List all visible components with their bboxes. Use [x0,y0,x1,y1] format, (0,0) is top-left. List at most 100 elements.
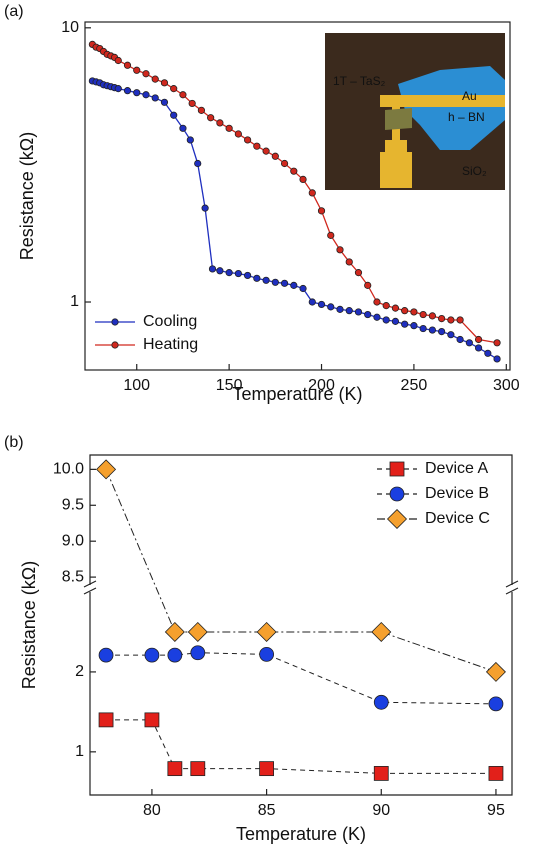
inset-label: Au [462,89,477,103]
legend-label: Device C [425,510,490,527]
marker [253,142,261,150]
marker [493,339,501,347]
marker [389,486,405,502]
marker [364,310,372,319]
y-tick-label: 1 [75,743,84,760]
marker [327,231,335,239]
marker [142,70,150,78]
marker [373,298,381,306]
series-line [105,469,497,673]
marker [170,85,178,93]
marker [317,300,326,309]
marker [256,621,277,642]
marker [111,318,119,326]
y-tick-label: 8.5 [62,568,84,585]
x-tick-label: 80 [143,802,161,819]
legend-entry: Device B [377,485,489,502]
marker [428,312,436,320]
marker [144,712,160,728]
x-tick-label: 300 [493,377,520,394]
marker [179,124,187,132]
marker [373,766,389,781]
marker [386,508,408,530]
marker [190,645,206,661]
legend-entry: Cooling [95,313,197,330]
inset-label: 1T – TaS₂ [333,74,386,88]
marker [345,258,353,266]
marker [151,94,159,102]
marker [308,189,316,197]
marker [474,335,483,344]
marker [187,621,208,642]
x-tick-label: 150 [216,377,243,394]
marker [317,207,326,215]
legend-label: Device B [425,485,489,502]
marker [391,304,400,312]
y-tick-label: 10 [61,19,79,36]
legend-entry: Device C [377,508,490,530]
marker [96,459,117,480]
marker [447,316,455,324]
marker [190,761,206,777]
marker [401,320,409,328]
marker [485,661,506,682]
marker [244,136,252,144]
marker [262,276,270,284]
marker [382,302,390,310]
legend-entry: Device A [377,460,488,477]
marker [308,298,316,306]
marker [111,341,119,349]
axis-break [83,580,97,595]
legend-label: Device A [425,460,488,477]
x-axis-title: Temperature (K) [236,824,366,844]
marker [234,130,242,138]
inset-photo [325,33,505,190]
marker [151,75,159,83]
marker [410,308,418,316]
marker [345,307,353,315]
series-line [106,652,496,705]
marker [167,761,183,777]
axis-frame [84,21,511,371]
marker [207,114,215,122]
marker [382,316,390,324]
marker [188,99,196,108]
marker [259,646,274,662]
marker [160,98,169,106]
marker [299,175,307,184]
marker [98,712,114,728]
marker [208,265,217,273]
marker [98,647,114,663]
y-tick-label: 9.5 [62,496,84,513]
marker [144,647,160,663]
inset-label: h – BN [448,110,485,124]
marker [371,621,392,642]
marker [327,303,335,311]
marker [170,111,178,119]
marker [290,281,298,289]
x-tick-label: 85 [258,802,276,819]
marker [336,246,344,254]
marker [488,696,504,712]
marker [216,267,224,275]
x-tick-label: 250 [401,377,428,394]
marker [438,327,446,336]
marker [456,335,464,344]
marker [419,310,427,319]
marker [354,269,363,277]
legend-label: Heating [143,336,198,353]
marker [259,761,274,777]
marker [484,349,492,357]
marker [299,284,307,293]
marker [114,56,122,65]
axis-break [505,580,519,595]
marker [373,694,389,710]
marker [216,119,224,127]
marker [133,66,141,74]
x-tick-label: 200 [308,377,335,394]
marker [465,339,473,347]
marker [336,305,344,313]
y-tick-label: 9.0 [62,532,84,549]
marker [474,344,483,352]
